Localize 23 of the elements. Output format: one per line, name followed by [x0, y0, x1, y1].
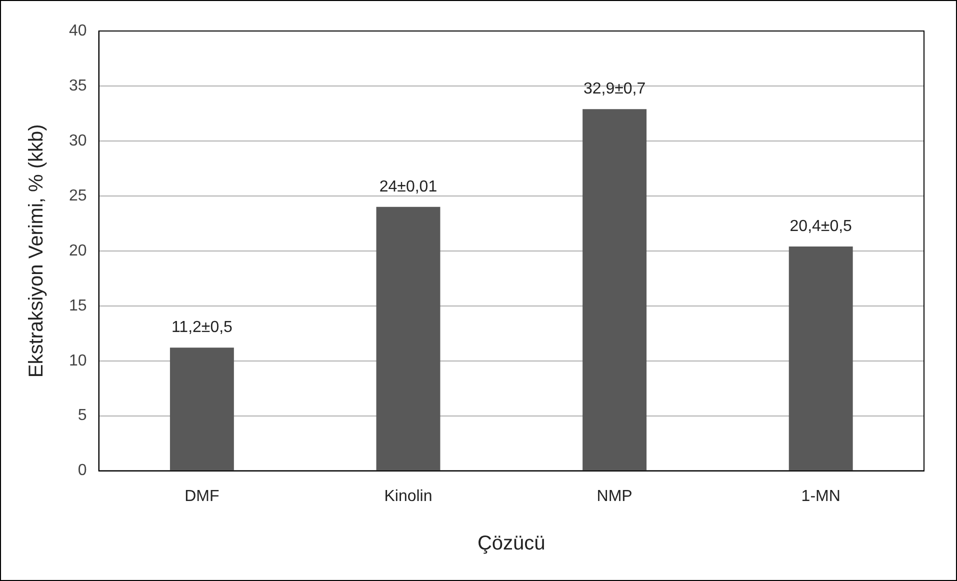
y-tick-label: 10 [69, 352, 87, 370]
data-label: 24±0,01 [379, 178, 438, 196]
y-tick-label: 5 [78, 407, 87, 424]
x-tick-label: DMF [184, 488, 220, 505]
x-tick-label: Kinolin [384, 488, 432, 505]
data-label: 32,9±0,7 [583, 80, 646, 98]
y-tick-label: 25 [69, 187, 87, 204]
x-tick-label: NMP [596, 488, 632, 505]
x-tick-label: 1-MN [801, 488, 840, 505]
bar [376, 206, 440, 470]
bar [788, 246, 853, 470]
y-tick-label: 30 [69, 132, 87, 150]
y-axis-title: Ekstraksiyon Verimi, % (kkb) [26, 124, 48, 378]
y-tick-label: 35 [69, 77, 87, 94]
data-label: 20,4±0,5 [790, 218, 852, 235]
y-tick-label: 0 [78, 462, 87, 480]
x-axis-title: Çözücü [477, 532, 546, 555]
data-label: 11,2±0,5 [171, 319, 233, 336]
y-tick-label: 40 [69, 22, 87, 40]
y-tick-label: 20 [69, 242, 87, 260]
bar [170, 348, 234, 470]
bar [582, 109, 647, 470]
y-tick-label: 15 [69, 297, 87, 314]
